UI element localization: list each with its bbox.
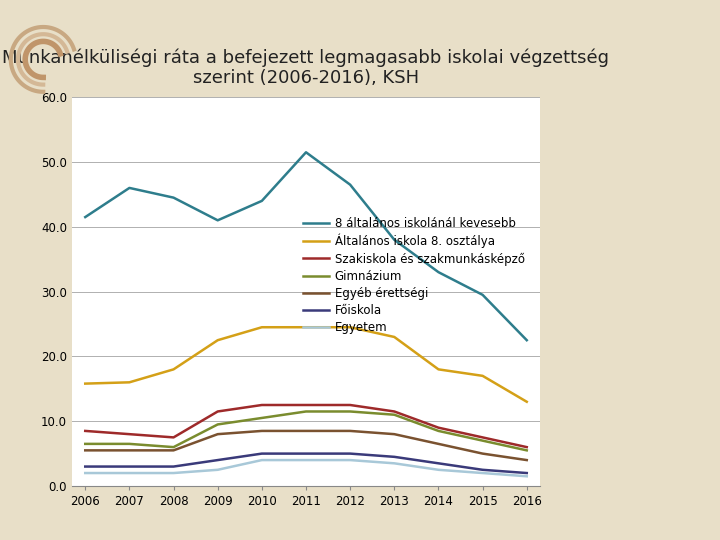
Legend: 8 általános iskolánál kevesebb, Általános iskola 8. osztálya, Szakiskola és szak: 8 általános iskolánál kevesebb, Általáno… — [298, 212, 529, 339]
Title: Munkanélküliségi ráta a befejezett legmagasabb iskolai végzettség
szerint (2006-: Munkanélküliségi ráta a befejezett legma… — [2, 48, 610, 87]
